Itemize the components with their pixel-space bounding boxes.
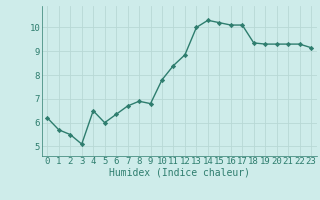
- X-axis label: Humidex (Indice chaleur): Humidex (Indice chaleur): [109, 168, 250, 178]
